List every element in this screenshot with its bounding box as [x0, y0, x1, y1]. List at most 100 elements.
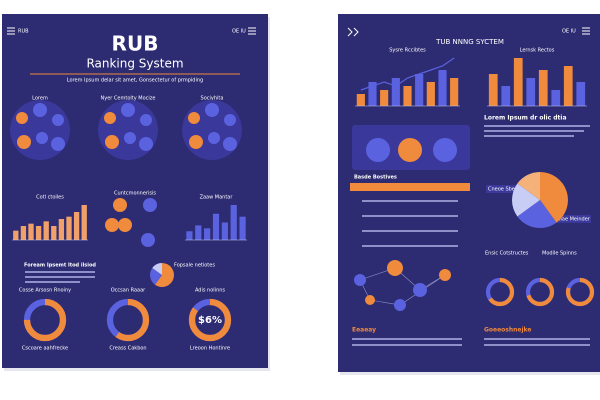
bar — [415, 74, 424, 106]
section-bar — [350, 183, 470, 191]
donut-caption: Lreoon Hontinre — [190, 346, 230, 352]
tagline: Lorem Ipsum delar sit amet, Gonsectetur … — [67, 78, 203, 84]
pie-label: Cneoe Sbenstores — [488, 187, 534, 193]
bar — [66, 216, 72, 240]
bar — [195, 225, 202, 240]
hub-icon — [105, 218, 119, 232]
bar — [488, 74, 498, 106]
bar — [28, 223, 34, 240]
bar — [513, 58, 523, 106]
filler — [484, 130, 584, 132]
bar — [403, 86, 412, 106]
chart-title: Cotl ctoiles — [36, 195, 64, 201]
cluster-icon — [52, 114, 64, 126]
pie-slice — [152, 263, 162, 275]
menu-icon[interactable] — [7, 27, 15, 35]
hub-icon — [118, 218, 132, 232]
bar — [501, 86, 511, 106]
node — [387, 260, 403, 276]
left-header: RUB OE IU RUB Ranking System Lorem Ipsum… — [7, 27, 256, 283]
donut-center: $6% — [198, 315, 222, 326]
cluster-icon — [51, 137, 65, 151]
node — [365, 295, 375, 305]
cluster-icon — [16, 112, 28, 124]
pie-slice — [512, 183, 540, 217]
bar — [20, 226, 27, 240]
chart-title: Lernsk Rectos — [520, 48, 555, 54]
cluster-icon — [104, 112, 116, 124]
footer-title: Goeeoshnejke — [484, 327, 531, 334]
bar — [13, 230, 19, 240]
bar — [73, 212, 80, 240]
corner: OE IU — [562, 29, 576, 35]
title: RUB — [112, 32, 159, 56]
menu-icon[interactable] — [248, 27, 256, 35]
donut-label: Occsan Raaar — [111, 288, 146, 294]
bar — [230, 205, 237, 240]
bar — [239, 216, 246, 240]
feature-title: Foream Ipsemt ltod ilsiod — [24, 263, 96, 269]
cluster-icon — [36, 132, 48, 144]
filler — [352, 338, 462, 340]
donut-arc — [106, 298, 150, 342]
cluster-icon — [121, 103, 135, 117]
filler — [25, 271, 95, 273]
pie-slice — [517, 200, 557, 229]
bar — [204, 228, 211, 240]
donut-caption: Cscoare aahfrecke — [22, 346, 68, 352]
donut-caption: Creass Cakbon — [109, 346, 146, 352]
filler — [25, 281, 80, 283]
cluster-icon — [189, 135, 203, 149]
bar — [526, 78, 536, 106]
cluster-icon — [140, 114, 152, 126]
pie-label: Ciae Meinder — [557, 217, 591, 223]
chart-title: Zaaw Mantar — [200, 195, 234, 201]
filler — [484, 344, 590, 346]
bar — [438, 70, 447, 106]
logo-icon — [347, 27, 359, 37]
filler — [362, 200, 458, 202]
filler — [362, 245, 458, 247]
bottom-title: Modile Spinns — [542, 251, 577, 257]
pie-slice — [517, 172, 540, 200]
bar — [538, 70, 548, 106]
pie-label-box — [555, 215, 591, 223]
bar — [563, 66, 573, 106]
bar — [356, 94, 365, 106]
bar — [368, 82, 377, 106]
corner: OE IU — [232, 29, 246, 35]
donut-label: Adis nolinns — [195, 288, 225, 294]
icon — [366, 138, 390, 162]
donut-arc — [525, 277, 555, 307]
cluster-label: Nyer Cemtolty Mocize — [101, 96, 156, 102]
cluster-icon — [205, 103, 219, 117]
node — [413, 283, 427, 297]
donut-arc — [23, 298, 67, 342]
cluster-icon — [188, 112, 200, 124]
pie-slice — [540, 172, 569, 223]
bar — [186, 231, 193, 240]
menu-icon[interactable] — [582, 27, 590, 35]
cluster-icon — [139, 137, 153, 151]
heading: Lorem Ipsum dr olic dtia — [484, 115, 567, 122]
icon — [398, 138, 422, 162]
section: Basde Bostives — [354, 175, 397, 181]
bar — [81, 205, 87, 240]
menu-label: RUB — [18, 29, 29, 35]
filler — [484, 135, 574, 137]
title: TUB NNNG SYCTEM — [435, 38, 504, 46]
donut-arc — [485, 277, 515, 307]
right-header: OE IU TUB NNNG SYCTEM Lorem Ipsum dr oli… — [347, 27, 591, 346]
donut-arc — [565, 277, 595, 307]
bar — [212, 213, 220, 240]
bar — [51, 226, 57, 240]
bar — [35, 226, 42, 240]
pie-slice — [150, 267, 162, 285]
donut-label: Cosse Arsosn Rnoiny — [19, 288, 71, 294]
hub-icon — [113, 198, 127, 212]
cluster-icon — [223, 137, 237, 151]
filler — [484, 338, 590, 340]
filler — [362, 215, 458, 217]
cluster-icon — [33, 103, 47, 117]
